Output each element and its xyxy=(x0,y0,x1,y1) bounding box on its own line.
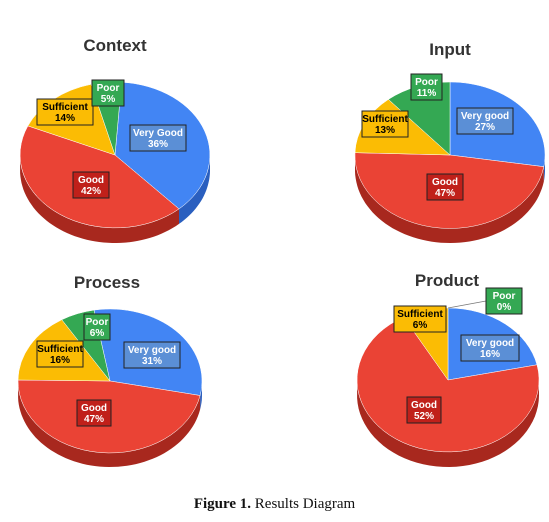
data-label-category: Very good xyxy=(128,345,176,356)
pie-side-good xyxy=(357,380,539,467)
data-label-category: Poor xyxy=(493,291,516,302)
data-label-box xyxy=(485,287,523,315)
data-label-category: Very good xyxy=(461,111,509,122)
pie-side-good xyxy=(20,158,179,243)
data-label-box xyxy=(460,334,520,362)
data-label-box xyxy=(91,79,125,107)
data-label-value: 6% xyxy=(413,320,428,331)
data-label-category: Sufficient xyxy=(42,102,88,113)
data-label-value: 52% xyxy=(414,411,434,422)
data-label-category: Sufficient xyxy=(37,344,83,355)
pie-slice-good xyxy=(356,316,540,453)
data-label-box xyxy=(393,305,447,333)
data-label-category: Good xyxy=(432,177,458,188)
data-label-value: 31% xyxy=(142,356,162,367)
pie-title: Context xyxy=(83,36,147,55)
data-label-box xyxy=(123,341,181,369)
data-label-box xyxy=(129,124,187,152)
data-label-category: Very Good xyxy=(133,128,183,139)
data-label-box xyxy=(410,73,443,101)
data-label-box xyxy=(36,340,84,368)
data-label-category: Good xyxy=(411,400,437,411)
pie-side-good xyxy=(18,383,201,467)
data-label-box xyxy=(83,313,111,341)
figure-caption: Figure 1. Results Diagram xyxy=(0,496,549,513)
data-label-category: Very good xyxy=(466,338,514,349)
data-label-value: 47% xyxy=(435,188,455,199)
data-label-value: 36% xyxy=(148,139,168,150)
figure-label: Figure 1. xyxy=(193,496,252,512)
data-label-category: Sufficient xyxy=(362,114,408,125)
data-label-value: 11% xyxy=(417,88,437,99)
data-label-category: Sufficient xyxy=(397,309,443,320)
figure-caption-text: Results Diagram xyxy=(251,496,356,512)
leader-line xyxy=(447,300,487,309)
data-label-value: 5% xyxy=(101,94,116,105)
data-label-box xyxy=(426,173,464,201)
data-label-box xyxy=(406,396,442,424)
data-label-value: 0% xyxy=(497,302,512,313)
data-label-value: 6% xyxy=(90,328,105,339)
data-label-box xyxy=(36,98,94,126)
data-label-value: 16% xyxy=(50,355,70,366)
pie-title: Product xyxy=(415,271,480,290)
data-label-box xyxy=(456,107,514,135)
data-label-category: Poor xyxy=(97,83,120,94)
pie-side-good xyxy=(355,156,544,243)
data-label-box xyxy=(72,171,110,199)
data-label-value: 27% xyxy=(475,122,495,133)
data-label-box xyxy=(76,399,112,427)
data-label-category: Poor xyxy=(415,77,438,88)
data-label-category: Good xyxy=(78,175,104,186)
data-label-value: 14% xyxy=(55,113,75,124)
data-label-value: 13% xyxy=(375,125,395,136)
data-label-category: Good xyxy=(81,403,107,414)
data-label-value: 16% xyxy=(480,349,500,360)
data-label-value: 47% xyxy=(84,414,104,425)
pie-title: Process xyxy=(74,273,140,292)
data-label-box xyxy=(361,110,409,138)
pie-side-very-good xyxy=(179,156,210,224)
pie-title: Input xyxy=(429,40,471,59)
data-label-value: 42% xyxy=(81,186,101,197)
data-label-category: Poor xyxy=(86,317,109,328)
